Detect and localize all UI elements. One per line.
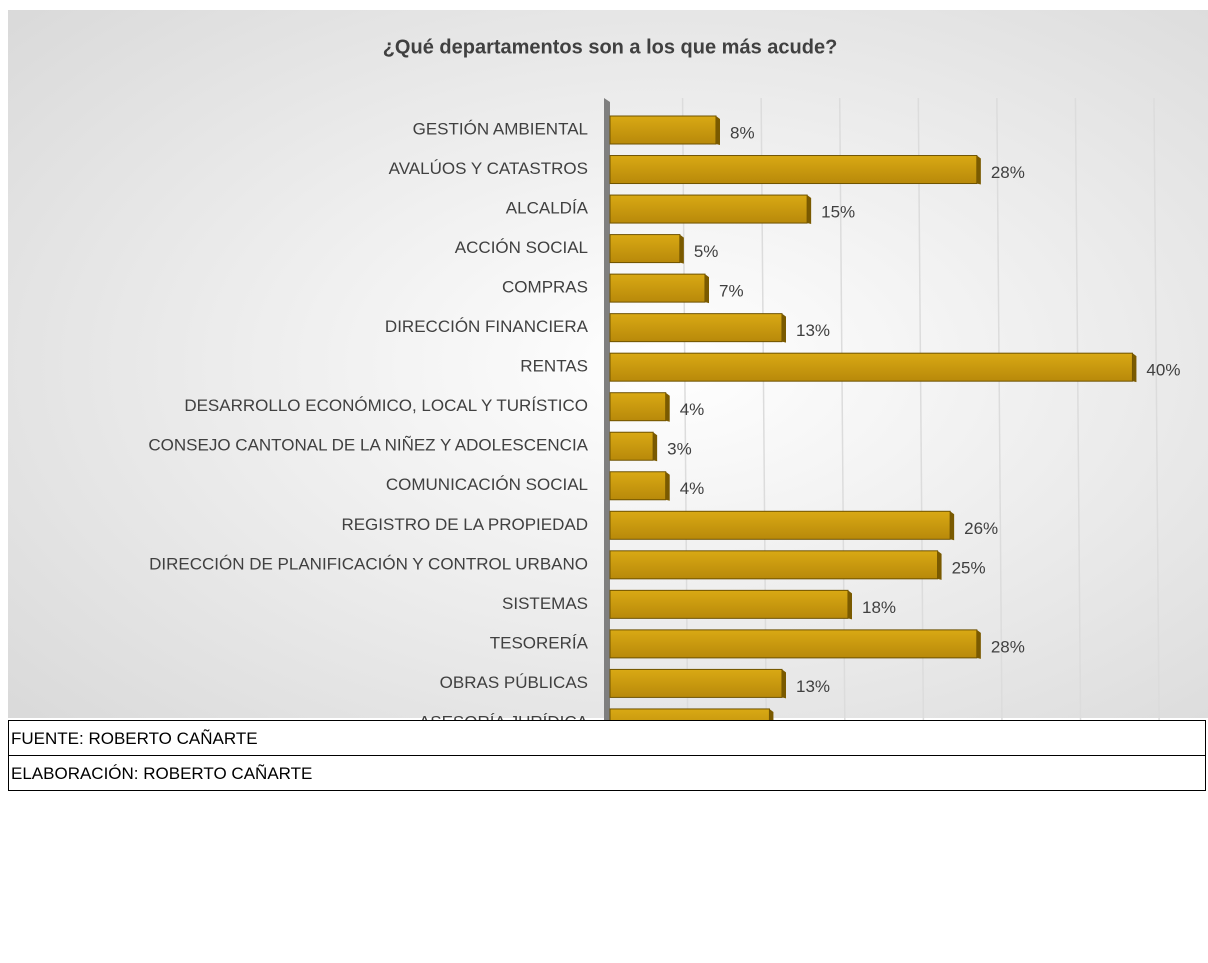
bar-side	[679, 234, 684, 264]
bar-side	[782, 669, 786, 699]
y-tick-label: AVALÚOS Y CATASTROS	[389, 159, 588, 178]
bar	[609, 234, 681, 264]
bar	[609, 352, 1133, 382]
grid-line	[1074, 97, 1082, 720]
y-tick-label: COMUNICACIÓN SOCIAL	[386, 475, 588, 494]
chart: ¿Qué departamentos son a los que más acu…	[8, 10, 1208, 720]
grid-line	[917, 97, 925, 720]
grid-line	[838, 97, 846, 720]
bar	[609, 194, 808, 224]
grid-line	[996, 97, 1003, 720]
source-note: FUENTE: ROBERTO CAÑARTE	[8, 720, 1206, 756]
data-label: 7%	[719, 282, 744, 301]
y-tick-label: ALCALDÍA	[506, 199, 589, 218]
data-label: 28%	[991, 637, 1025, 656]
y-tick-label: CONSEJO CANTONAL DE LA NIÑEZ Y ADOLESCEN…	[148, 436, 588, 455]
bar	[609, 471, 667, 501]
axis-line	[604, 98, 610, 720]
grid-line	[1153, 97, 1160, 720]
bar-side	[807, 195, 812, 225]
data-label: 3%	[667, 440, 692, 459]
data-label: 26%	[964, 519, 998, 538]
y-tick-label: DIRECCIÓN FINANCIERA	[385, 317, 589, 336]
bar	[609, 392, 667, 422]
bar-side	[1132, 353, 1137, 383]
bar-side	[937, 550, 942, 580]
bar-side	[950, 511, 955, 541]
y-tick-label: RENTAS	[520, 357, 588, 376]
data-label: 4%	[680, 479, 705, 498]
bar-side	[665, 471, 670, 501]
bar	[609, 115, 717, 145]
bar	[609, 668, 783, 698]
data-label: 28%	[991, 163, 1025, 182]
bar-side	[848, 590, 852, 620]
bar-side	[716, 116, 720, 145]
y-tick-label: REGISTRO DE LA PROPIEDAD	[341, 515, 588, 534]
data-label: 5%	[694, 242, 719, 261]
bar	[609, 155, 978, 185]
y-tick-label: SISTEMAS	[502, 594, 588, 613]
y-tick-label: ACCIÓN SOCIAL	[455, 238, 588, 257]
y-tick-label: DIRECCIÓN DE PLANIFICACIÓN Y CONTROL URB…	[149, 554, 588, 573]
bar-side	[976, 155, 981, 185]
y-tick-label: DESARROLLO ECONÓMICO, LOCAL Y TURÍSTICO	[184, 396, 588, 415]
elaboration-note: ELABORACIÓN: ROBERTO CAÑARTE	[8, 755, 1206, 791]
bar	[609, 708, 770, 720]
data-label: 13%	[796, 321, 830, 340]
bar-side	[769, 708, 774, 720]
data-label: 40%	[1146, 361, 1180, 380]
bar	[609, 550, 939, 580]
bar	[609, 510, 951, 540]
bar	[609, 589, 849, 619]
bar-side	[705, 274, 709, 304]
bar	[609, 629, 978, 659]
data-label: 15%	[821, 203, 855, 222]
y-tick-label: COMPRAS	[502, 278, 588, 297]
bar	[609, 431, 654, 461]
y-tick-label: GESTIÓN AMBIENTAL	[413, 119, 588, 138]
bar	[609, 313, 783, 343]
data-label: 12%	[783, 716, 817, 720]
bar-side	[782, 313, 786, 343]
data-label: 4%	[680, 400, 705, 419]
data-label: 8%	[730, 123, 755, 142]
chart-title: ¿Qué departamentos son a los que más acu…	[383, 36, 838, 58]
bar	[609, 273, 706, 303]
data-label: 25%	[952, 558, 986, 577]
bar-side	[665, 392, 670, 422]
y-tick-label: ASESORÍA JURÍDICA	[419, 712, 589, 720]
bar-side	[653, 432, 658, 462]
bar-side	[976, 629, 981, 659]
y-tick-label: TESORERÍA	[490, 633, 589, 652]
data-label: 13%	[796, 677, 830, 696]
y-tick-label: OBRAS PÚBLICAS	[440, 673, 588, 692]
data-label: 18%	[862, 598, 896, 617]
